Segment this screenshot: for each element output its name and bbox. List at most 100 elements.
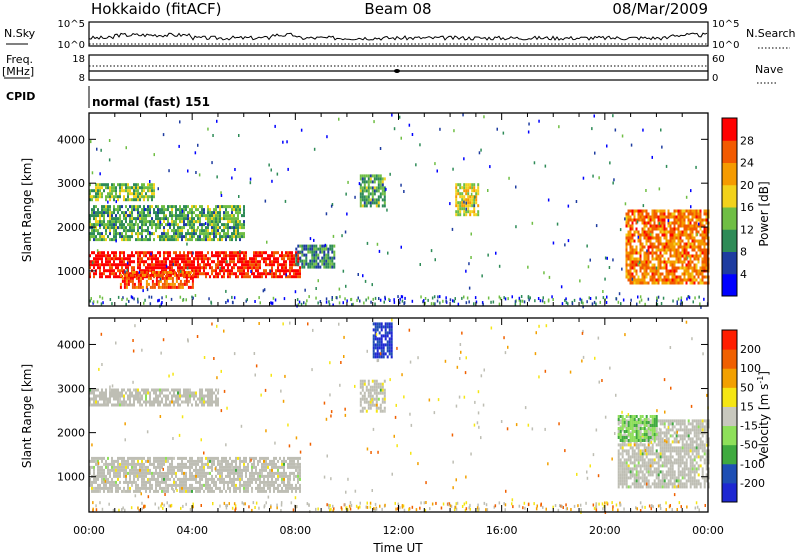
heatmap-cell: [127, 273, 130, 277]
heatmap-cell: [321, 262, 324, 266]
heatmap-cell: [657, 254, 660, 258]
heatmap-cell: [384, 297, 386, 301]
heatmap-cell: [361, 385, 364, 389]
heatmap-cell: [321, 250, 324, 254]
heatmap-cell: [99, 214, 101, 218]
heatmap-cell: [225, 238, 227, 242]
heatmap-cell: [103, 269, 105, 273]
heatmap-cell: [185, 456, 187, 460]
heatmap-cell: [209, 232, 211, 236]
heatmap-cell: [667, 212, 670, 216]
heatmap-cell: [191, 226, 193, 230]
heatmap-cell: [637, 233, 640, 237]
heatmap-cell: [637, 218, 640, 222]
heatmap-cell: [127, 403, 129, 407]
heatmap-cell: [91, 189, 93, 193]
heatmap-cell: [155, 477, 157, 481]
heatmap-cell: [469, 198, 472, 202]
heatmap-cell: [201, 251, 203, 255]
heatmap-cell: [113, 403, 115, 407]
heatmap-cell: [165, 486, 167, 490]
heatmap-cell: [167, 276, 170, 280]
heatmap-cell: [657, 218, 660, 222]
heatmap-cell: [657, 239, 660, 243]
heatmap-cell: [637, 278, 640, 282]
heatmap-cell: [635, 464, 638, 468]
heatmap-cell: [567, 204, 570, 208]
heatmap-cell: [665, 239, 668, 243]
heatmap-cell: [621, 470, 624, 474]
heatmap-cell: [245, 459, 247, 463]
heatmap-cell: [191, 235, 193, 239]
heatmap-cell: [239, 462, 241, 466]
heatmap-cell: [207, 397, 209, 401]
heatmap-cell: [161, 282, 164, 286]
heatmap-cell: [173, 273, 176, 277]
heatmap-cell: [475, 198, 478, 202]
heatmap-cell: [101, 260, 103, 264]
heatmap-cell: [99, 397, 101, 401]
heatmap-cell: [404, 296, 406, 300]
heatmap-cell: [699, 254, 702, 258]
heatmap-cell: [247, 489, 249, 493]
heatmap-cell: [171, 483, 173, 487]
heatmap-cell: [529, 296, 531, 300]
heatmap-cell: [273, 483, 275, 487]
heatmap-cell: [645, 224, 648, 228]
heatmap-cell: [219, 471, 221, 475]
heatmap-cell: [245, 272, 247, 276]
heatmap-cell: [247, 263, 249, 267]
heatmap-cell: [631, 248, 634, 252]
heatmap-cell: [195, 232, 197, 236]
heatmap-cell: [693, 254, 696, 258]
heatmap-cell: [565, 297, 567, 301]
heatmap-cell: [295, 262, 298, 266]
heatmap-cell: [181, 208, 183, 212]
heatmap-cell: [179, 220, 181, 224]
heatmap-cell: [185, 391, 187, 395]
heatmap-cell: [259, 471, 261, 475]
heatmap-cell: [641, 221, 644, 225]
heatmap-cell: [379, 382, 382, 386]
heatmap-cell: [359, 198, 362, 202]
heatmap-cell: [523, 300, 526, 304]
heatmap-cell: [187, 260, 189, 264]
heatmap-cell: [378, 297, 380, 300]
heatmap-cell: [297, 474, 299, 478]
heatmap-cell: [91, 483, 93, 487]
heatmap-cell: [679, 254, 682, 258]
heatmap-cell: [93, 195, 95, 199]
heatmap-cell: [452, 299, 454, 303]
heatmap-cell: [137, 214, 139, 218]
heatmap-cell: [265, 489, 267, 493]
heatmap-cell: [125, 282, 128, 286]
heatmap-cell: [113, 260, 115, 264]
heatmap-cell: [467, 186, 470, 190]
heatmap-cell: [147, 456, 149, 460]
heatmap-cell: [658, 187, 661, 191]
heatmap-cell: [271, 477, 273, 481]
heatmap-cell: [163, 285, 166, 289]
heatmap-cell: [247, 477, 249, 481]
heatmap-cell: [365, 186, 368, 190]
heatmap-cell: [371, 400, 374, 404]
heatmap-cell: [121, 223, 123, 227]
heatmap-cell: [462, 113, 464, 117]
heatmap-cell: [703, 209, 706, 213]
heatmap-cell: [265, 468, 267, 472]
heatmap-cell: [215, 214, 217, 218]
heatmap-cell: [677, 230, 680, 234]
heatmap-cell: [363, 204, 366, 208]
heatmap-cell: [133, 183, 135, 187]
heatmap-cell: [135, 192, 137, 196]
heatmap-cell: [671, 266, 674, 270]
heatmap-cell: [227, 220, 229, 224]
heatmap-cell: [219, 489, 221, 493]
heatmap-cell: [383, 394, 386, 398]
heatmap-cell: [625, 482, 628, 486]
heatmap-cell: [699, 221, 702, 225]
heatmap-cell: [445, 299, 447, 303]
heatmap-cell: [442, 299, 444, 303]
heatmap-cell: [209, 400, 211, 404]
heatmap-cell: [289, 486, 291, 490]
